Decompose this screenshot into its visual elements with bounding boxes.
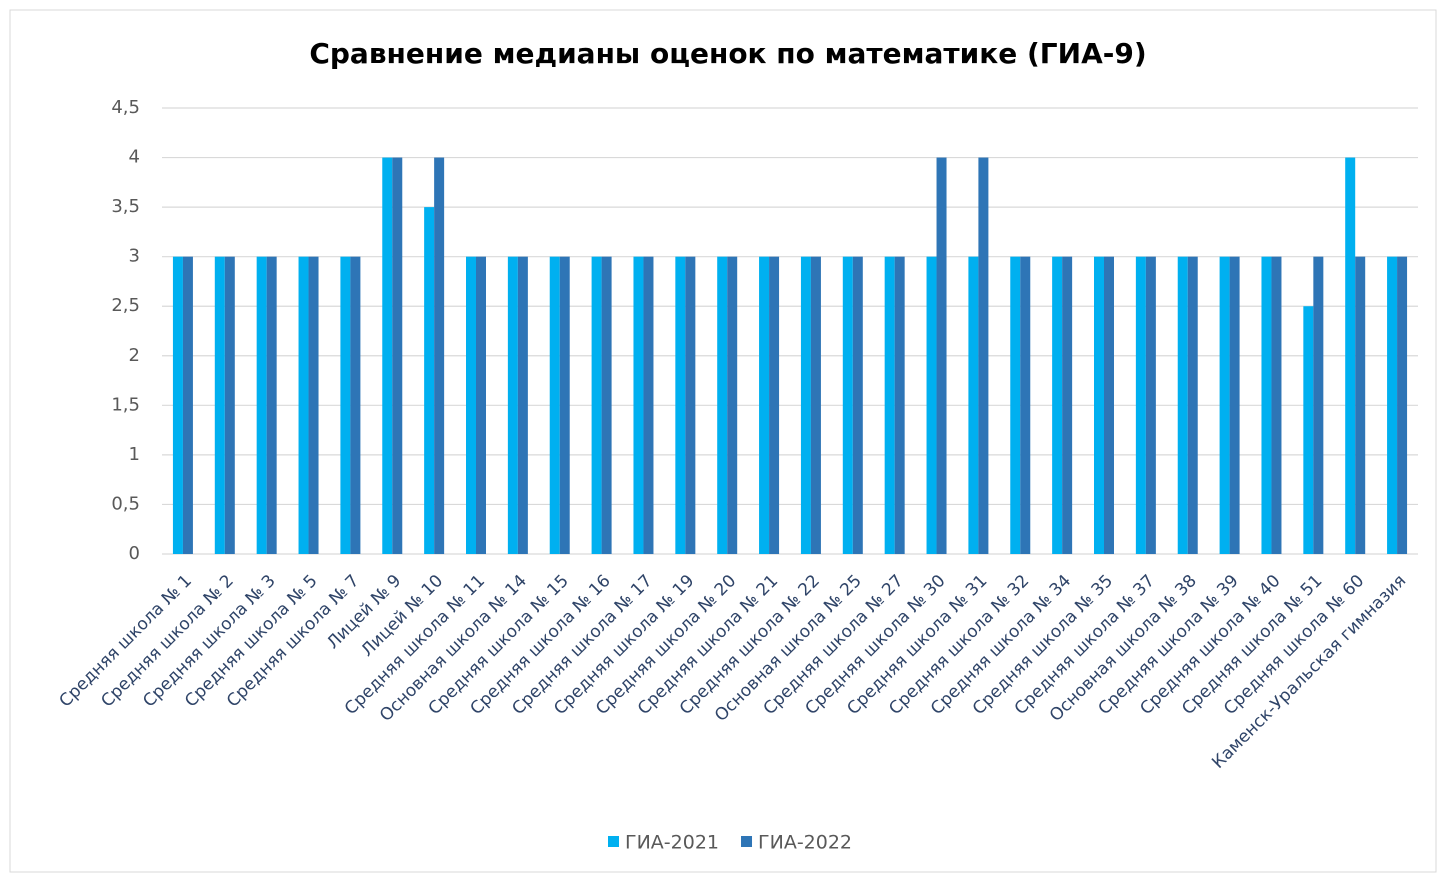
bar	[382, 157, 393, 555]
y-tick-label: 2,5	[111, 295, 140, 316]
bar	[643, 256, 654, 554]
bar	[1052, 256, 1063, 554]
bar	[172, 256, 183, 554]
bar	[1345, 157, 1356, 555]
y-tick-label: 3,5	[111, 196, 140, 217]
y-tick-label: 0	[129, 543, 140, 564]
bar	[1177, 256, 1188, 554]
bar	[1062, 256, 1073, 554]
bar	[392, 157, 403, 555]
bar	[340, 256, 351, 554]
bar	[894, 256, 905, 554]
bar	[1020, 256, 1031, 554]
bar	[1104, 256, 1114, 554]
bar	[214, 256, 225, 554]
bar	[842, 256, 853, 554]
bar	[759, 256, 770, 554]
y-tick-label: 4,5	[111, 97, 140, 118]
bar	[769, 256, 780, 554]
y-tick-label: 2	[129, 345, 140, 366]
bar	[559, 256, 570, 554]
bar	[810, 256, 821, 554]
bar	[936, 157, 947, 555]
legend-label: ГИА-2022	[758, 832, 852, 854]
bar	[1010, 256, 1021, 554]
bar	[1094, 256, 1104, 554]
bar	[424, 207, 435, 554]
bar	[1355, 256, 1366, 554]
bar	[591, 256, 602, 554]
bar	[675, 256, 686, 554]
bar	[308, 256, 319, 554]
bar	[476, 256, 486, 554]
bar	[1387, 256, 1398, 554]
bar	[298, 256, 309, 554]
bar	[884, 256, 895, 554]
chart-title: Сравнение медианы оценок по математике (…	[309, 37, 1146, 70]
bar	[601, 256, 612, 554]
bar	[224, 256, 235, 554]
bar	[685, 256, 696, 554]
bar	[266, 256, 277, 554]
bar	[1397, 256, 1408, 554]
bar	[717, 256, 728, 554]
bar	[852, 256, 863, 554]
bar	[1261, 256, 1272, 554]
bar	[1219, 256, 1230, 554]
bar	[466, 256, 476, 554]
bar	[517, 256, 528, 554]
bar	[350, 256, 361, 554]
bar	[1229, 256, 1240, 554]
bar	[978, 157, 989, 555]
bar	[507, 256, 518, 554]
y-tick-label: 3	[129, 246, 140, 267]
bar	[434, 157, 445, 555]
bar	[182, 256, 193, 554]
bar	[1271, 256, 1282, 554]
bar	[1303, 306, 1314, 554]
bar	[1145, 256, 1156, 554]
bar	[926, 256, 937, 554]
bar	[633, 256, 644, 554]
y-tick-label: 1	[129, 444, 140, 465]
bar	[727, 256, 738, 554]
y-tick-label: 0,5	[111, 493, 140, 514]
legend-swatch	[741, 836, 753, 847]
bar	[256, 256, 267, 554]
bar	[968, 256, 979, 554]
bar	[800, 256, 811, 554]
y-tick-label: 4	[129, 147, 140, 168]
legend-label: ГИА-2021	[625, 832, 719, 854]
legend-swatch	[608, 836, 619, 847]
bar	[1313, 256, 1324, 554]
bar	[1135, 256, 1146, 554]
bar	[1187, 256, 1198, 554]
y-tick-label: 1,5	[111, 394, 140, 415]
bar	[549, 256, 560, 554]
